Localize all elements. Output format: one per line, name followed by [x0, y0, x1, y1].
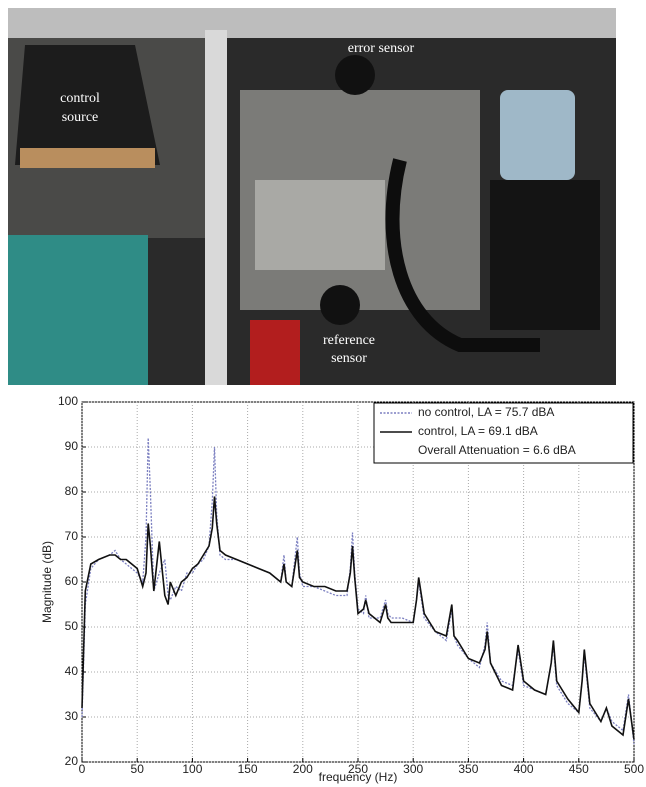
x-tick-label: 400 [514, 762, 534, 776]
y-tick-label: 30 [65, 709, 79, 723]
x-tick-label: 300 [403, 762, 423, 776]
series-line [81, 437, 635, 745]
x-tick-label: 50 [131, 762, 145, 776]
y-tick-label: 50 [65, 619, 79, 633]
y-tick-label: 60 [65, 574, 79, 588]
y-tick-label: 40 [65, 664, 79, 678]
frame-top [8, 8, 616, 38]
radiator [490, 180, 600, 330]
photo-label: control [60, 91, 100, 106]
y-tick-label: 80 [65, 484, 79, 498]
speaker-base [20, 148, 155, 168]
x-tick-label: 100 [182, 762, 202, 776]
y-axis-label: Magnitude (dB) [40, 541, 54, 623]
photo-label: error sensor [348, 41, 415, 56]
legend-label: no control, LA = 75.7 dBA [418, 405, 554, 419]
x-tick-label: 500 [624, 762, 644, 776]
reference-sensor-mic [320, 285, 360, 325]
frame-pillar [205, 30, 227, 385]
control-speaker [15, 45, 160, 165]
x-tick-label: 350 [458, 762, 478, 776]
x-tick-label: 200 [293, 762, 313, 776]
y-tick-label: 20 [65, 754, 79, 768]
x-tick-label: 150 [238, 762, 258, 776]
legend-label: control, LA = 69.1 dBA [418, 424, 538, 438]
error-sensor-mic [335, 55, 375, 95]
hose [385, 158, 540, 352]
x-tick-label: 450 [569, 762, 589, 776]
engine-pump [255, 180, 385, 270]
legend-box [373, 402, 634, 464]
teal-machine [8, 235, 148, 385]
oil-filter [250, 320, 300, 385]
photo-label: sensor [331, 351, 367, 366]
x-axis-label: frequency (Hz) [319, 770, 398, 784]
x-tick-label: 0 [79, 762, 86, 776]
y-tick-label: 90 [65, 439, 79, 453]
photo: control source error sensor reference se… [8, 8, 616, 385]
chart-marks [81, 401, 635, 763]
photo-label: reference [323, 333, 375, 348]
y-tick-label: 100 [58, 394, 78, 408]
annotation: Overall Attenuation = 6.6 dBA [418, 443, 576, 457]
x-tick-label: 250 [348, 762, 368, 776]
y-tick-label: 70 [65, 529, 79, 543]
coolant-tank [500, 90, 575, 180]
photo-label: source [62, 110, 99, 125]
series-line [81, 496, 635, 740]
